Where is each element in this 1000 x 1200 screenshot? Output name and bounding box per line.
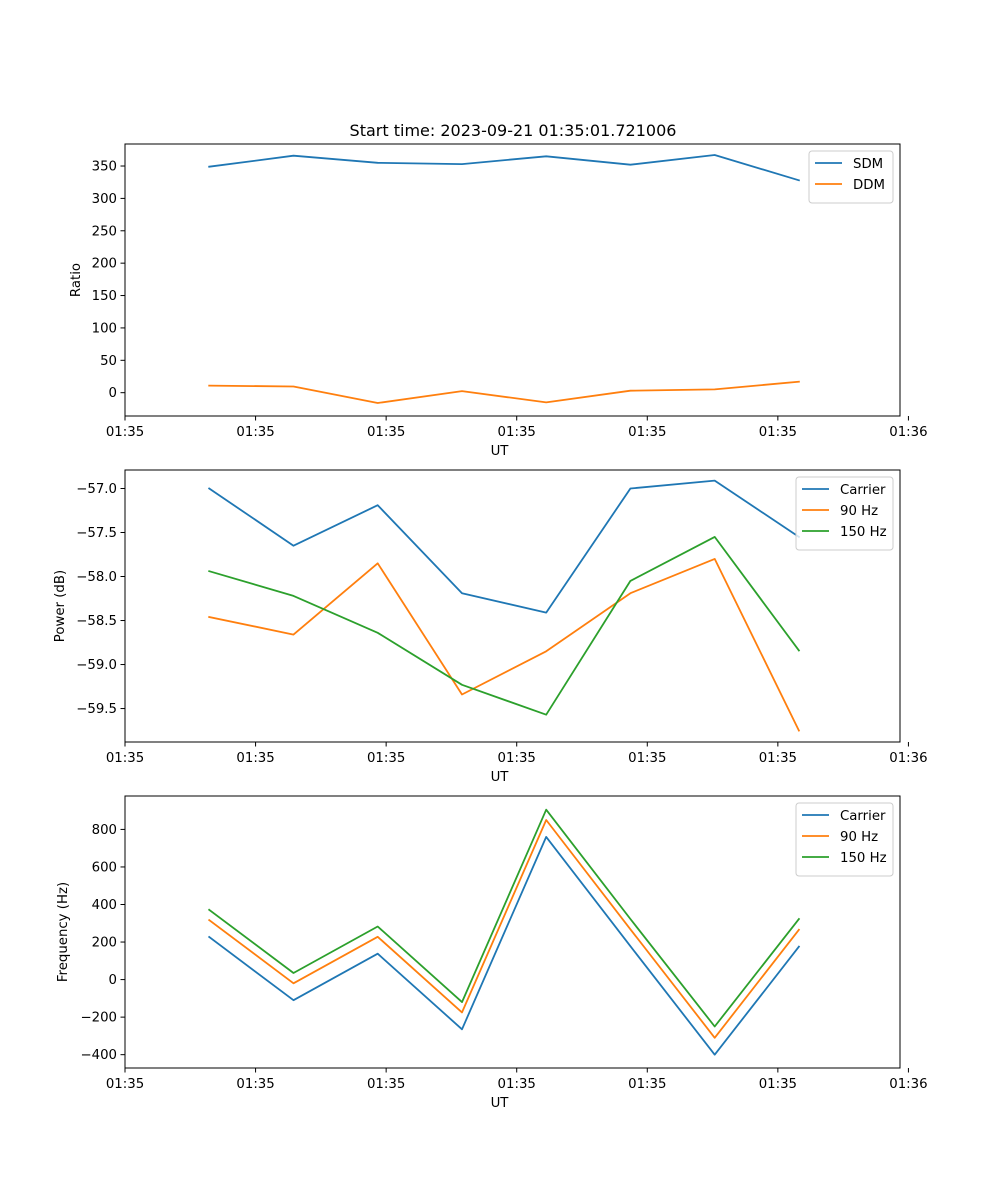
frequency-y-tick-label: 0 xyxy=(109,973,117,988)
ratio-x-tick-label: 01:35 xyxy=(498,425,536,440)
power-y-tick-label: −59.5 xyxy=(76,702,117,717)
frequency-y-tick-label: 200 xyxy=(92,936,117,951)
power-x-tick-label: 01:35 xyxy=(628,751,666,766)
power-y-tick-label: −59.0 xyxy=(76,658,117,673)
ratio-y-tick-label: 300 xyxy=(92,192,117,207)
ratio-axes-frame xyxy=(124,143,901,417)
power-series-150-hz-line xyxy=(208,536,801,716)
frequency-x-tick-label: 01:35 xyxy=(236,1077,274,1092)
power-series-carrier-line xyxy=(207,479,801,614)
frequency-legend-label: 90 Hz xyxy=(840,830,878,845)
frequency-y-axis-label: Frequency (Hz) xyxy=(56,882,71,982)
frequency-y-tick-label: −200 xyxy=(80,1011,117,1026)
ratio-series-sdm-line xyxy=(208,154,801,182)
power-x-tick-label: 01:35 xyxy=(367,751,405,766)
frequency-panel: 01:35 01:35 01:35 01:35 01:35 01:35 01:36 −400 −… xyxy=(56,795,928,1111)
frequency-y-tick-label: 600 xyxy=(92,860,117,875)
frequency-axes-frame xyxy=(124,795,901,1069)
ratio-x-tick-label: 01:35 xyxy=(628,425,666,440)
power-y-tick-label: −57.5 xyxy=(76,526,117,541)
power-x-tick-label: 01:36 xyxy=(889,751,927,766)
chart-title: Start time: 2023-09-21 01:35:01.721006 xyxy=(350,121,677,140)
frequency-legend-label: Carrier xyxy=(840,809,886,824)
power-legend-label: 150 Hz xyxy=(840,525,887,540)
power-y-axis-label: Power (dB) xyxy=(53,570,68,642)
frequency-series-150-hz-line xyxy=(207,808,801,1028)
power-panel: 01:35 01:35 01:35 01:35 01:35 01:35 01:36 −59.5… xyxy=(53,469,928,785)
power-x-tick-label: 01:35 xyxy=(236,751,274,766)
ratio-y-tick-label: 50 xyxy=(100,354,117,369)
power-x-tick-label: 01:35 xyxy=(759,751,797,766)
frequency-y-tick-label: 400 xyxy=(92,898,117,913)
ratio-y-tick-label: 250 xyxy=(92,224,117,239)
frequency-x-tick-label: 01:35 xyxy=(759,1077,797,1092)
ratio-x-tick-label: 01:36 xyxy=(889,425,927,440)
power-x-tick-label: 01:35 xyxy=(106,751,144,766)
ratio-y-tick-label: 350 xyxy=(92,160,117,175)
ratio-y-tick-label: 100 xyxy=(92,321,117,336)
ratio-y-axis-label: Ratio xyxy=(69,263,84,297)
frequency-x-tick-label: 01:35 xyxy=(498,1077,536,1092)
ratio-x-tick-label: 01:35 xyxy=(367,425,405,440)
frequency-x-tick-label: 01:36 xyxy=(889,1077,927,1092)
ratio-y-tick-label: 0 xyxy=(109,386,117,401)
frequency-x-tick-label: 01:35 xyxy=(106,1077,144,1092)
power-legend-label: 90 Hz xyxy=(840,504,878,519)
ratio-x-tick-label: 01:35 xyxy=(759,425,797,440)
ratio-series-ddm-line xyxy=(208,380,800,404)
ratio-legend-label: DDM xyxy=(853,178,885,193)
power-axes-frame xyxy=(124,469,901,743)
frequency-y-tick-label: 800 xyxy=(92,823,117,838)
ratio-x-tick-label: 01:35 xyxy=(236,425,274,440)
frequency-y-tick-label: −400 xyxy=(80,1048,117,1063)
ratio-panel: 01:35 01:35 01:35 01:35 01:35 01:35 01:36 0 50 10… xyxy=(69,143,928,459)
ratio-y-tick-label: 200 xyxy=(92,257,117,272)
frequency-series-carrier-line xyxy=(207,836,801,1056)
power-y-tick-label: −58.0 xyxy=(76,570,117,585)
power-x-axis-label: UT xyxy=(491,770,510,785)
frequency-x-tick-label: 01:35 xyxy=(367,1077,405,1092)
ratio-x-tick-label: 01:35 xyxy=(106,425,144,440)
frequency-x-tick-label: 01:35 xyxy=(628,1077,666,1092)
ratio-legend-label: SDM xyxy=(853,157,883,172)
power-x-tick-label: 01:35 xyxy=(498,751,536,766)
frequency-legend-label: 150 Hz xyxy=(840,851,887,866)
power-legend-label: Carrier xyxy=(840,483,886,498)
ratio-legend xyxy=(808,150,894,204)
power-y-tick-label: −57.0 xyxy=(76,482,117,497)
frequency-series-90-hz-line xyxy=(207,819,801,1039)
ratio-y-tick-label: 150 xyxy=(92,289,117,304)
power-y-tick-label: −58.5 xyxy=(76,614,117,629)
power-series-90-hz-line xyxy=(208,558,801,732)
frequency-x-axis-label: UT xyxy=(491,1096,510,1111)
ratio-x-axis-label: UT xyxy=(491,444,510,459)
